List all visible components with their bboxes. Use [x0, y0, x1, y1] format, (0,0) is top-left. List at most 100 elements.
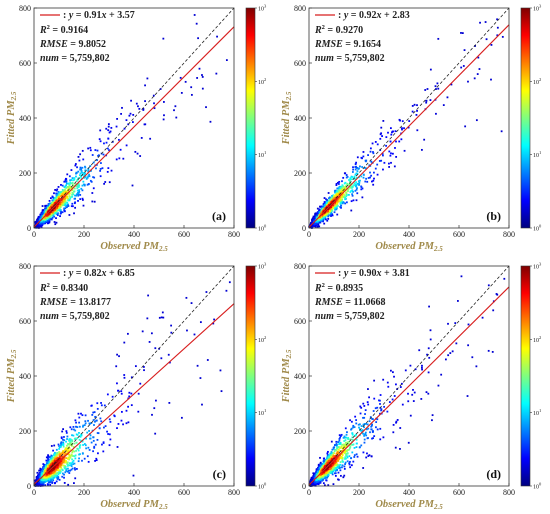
- data-point: [376, 163, 379, 166]
- data-point: [345, 195, 348, 198]
- data-point: [428, 356, 431, 359]
- data-point: [50, 459, 52, 462]
- data-point: [379, 403, 381, 405]
- colorbar-tick-label: 103: [258, 4, 267, 13]
- data-point: [39, 483, 42, 486]
- data-point: [73, 482, 75, 485]
- data-point: [108, 181, 111, 184]
- data-point: [340, 200, 342, 203]
- data-point: [426, 88, 429, 90]
- data-point: [120, 410, 123, 413]
- data-point: [73, 212, 75, 215]
- data-point: [407, 441, 410, 444]
- data-point: [346, 175, 349, 178]
- data-point: [47, 454, 49, 457]
- data-point: [342, 445, 345, 448]
- y-tick-label: 200: [19, 427, 31, 436]
- colorbar-tick-label: 101: [533, 150, 541, 159]
- data-point: [331, 194, 333, 197]
- data-point: [334, 194, 337, 197]
- data-point: [38, 474, 41, 477]
- data-point: [76, 166, 78, 169]
- data-point: [70, 453, 73, 456]
- x-tick-label: 800: [228, 230, 240, 239]
- data-point: [401, 127, 403, 130]
- data-point: [475, 365, 478, 368]
- data-point: [93, 411, 96, 414]
- data-point: [369, 171, 371, 174]
- data-point: [84, 166, 87, 169]
- data-point: [351, 436, 354, 439]
- data-point: [50, 454, 53, 457]
- data-point: [353, 454, 356, 457]
- data-point: [78, 189, 81, 192]
- data-point: [53, 460, 56, 462]
- data-point: [56, 452, 59, 455]
- data-point: [58, 194, 61, 196]
- data-point: [65, 452, 67, 455]
- data-point: [50, 462, 53, 465]
- data-point: [72, 459, 75, 462]
- data-point: [87, 460, 90, 463]
- data-point: [51, 469, 54, 472]
- panel-label: (b): [486, 209, 501, 223]
- data-point: [393, 165, 396, 168]
- data-point: [51, 481, 54, 484]
- data-point: [332, 446, 335, 449]
- data-point: [69, 187, 72, 190]
- data-point: [54, 471, 57, 474]
- data-point: [328, 199, 331, 202]
- data-point: [415, 113, 418, 116]
- data-point: [340, 445, 343, 448]
- data-point: [168, 402, 171, 404]
- data-point: [394, 147, 396, 149]
- data-point: [69, 454, 72, 457]
- data-point: [330, 198, 332, 201]
- data-point: [315, 214, 318, 217]
- data-point: [318, 217, 320, 219]
- data-point: [74, 206, 77, 209]
- data-point: [60, 199, 63, 202]
- data-point: [64, 188, 66, 191]
- data-point: [60, 466, 63, 469]
- data-point: [201, 87, 204, 90]
- data-point: [399, 119, 401, 122]
- data-point: [44, 221, 46, 224]
- fit-line: [308, 24, 510, 228]
- data-point: [125, 409, 128, 412]
- data-point: [43, 476, 46, 479]
- data-point: [42, 214, 44, 217]
- data-point: [122, 157, 125, 160]
- data-point: [67, 442, 69, 445]
- data-point: [60, 202, 63, 205]
- data-point: [179, 76, 182, 79]
- data-point: [65, 204, 68, 207]
- data-point: [86, 431, 89, 434]
- data-point: [59, 210, 62, 212]
- data-point: [82, 172, 85, 175]
- data-point: [462, 65, 465, 67]
- data-point: [319, 456, 321, 459]
- data-point: [382, 120, 385, 122]
- data-point: [74, 477, 77, 480]
- data-point: [65, 430, 68, 433]
- data-point: [496, 26, 499, 29]
- data-point: [55, 476, 58, 478]
- data-point: [399, 427, 402, 429]
- data-point: [347, 188, 350, 191]
- data-point: [80, 187, 83, 190]
- data-point: [205, 106, 207, 109]
- x-axis-title: Observed PM2.5: [100, 499, 168, 511]
- data-point: [37, 223, 40, 226]
- data-point: [372, 179, 375, 182]
- data-point: [42, 478, 45, 480]
- data-point: [41, 479, 44, 481]
- data-point: [52, 456, 55, 459]
- data-point: [92, 436, 95, 439]
- data-point: [369, 147, 372, 150]
- data-point: [94, 420, 96, 423]
- data-point: [68, 464, 71, 467]
- data-point: [331, 199, 334, 202]
- data-point: [76, 187, 79, 190]
- data-point: [47, 464, 50, 467]
